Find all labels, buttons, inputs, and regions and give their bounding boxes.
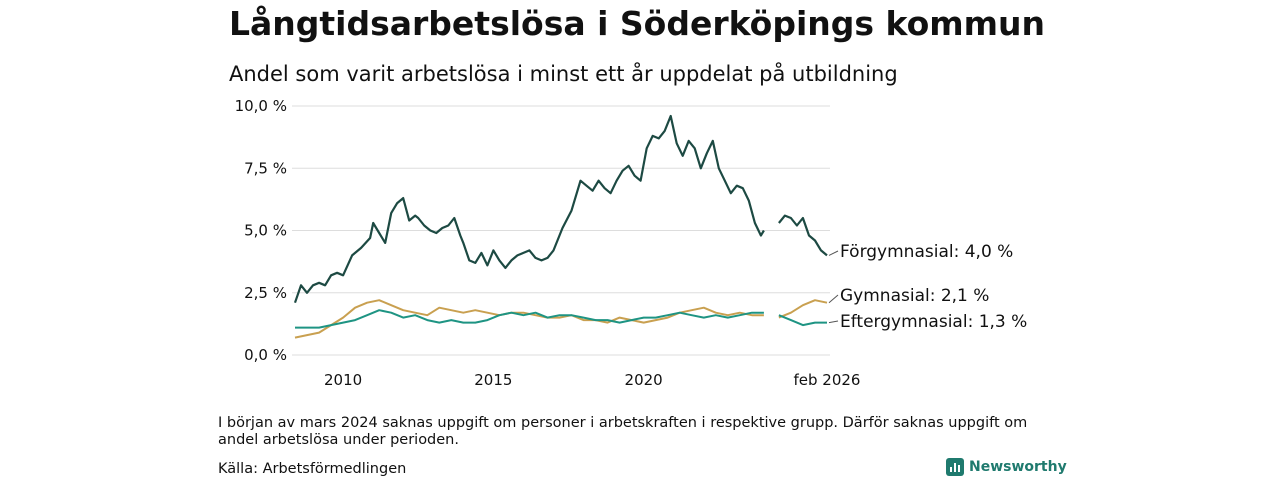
y-tick-label-1: 2,5 % [244, 284, 287, 302]
x-tick-label-0: 2010 [324, 371, 362, 389]
y-tick-label-4: 10,0 % [235, 97, 287, 115]
x-tick-label-3: feb 2026 [794, 371, 861, 389]
newsworthy-logo[interactable]: Newsworthy [946, 458, 1067, 476]
newsworthy-logo-icon [946, 458, 964, 476]
x-axis-tick-labels: 2010 2015 2020 feb 2026 [324, 371, 860, 389]
series-line-gymnasial [295, 300, 827, 337]
series-end-label-förgymnasial: Förgymnasial: 4,0 % [840, 242, 1013, 262]
footnote: I början av mars 2024 saknas uppgift om … [218, 415, 1058, 449]
leader-line-gymnasial [829, 295, 838, 303]
brand-name: Newsworthy [969, 459, 1067, 475]
x-tick-label-1: 2015 [474, 371, 512, 389]
y-tick-label-3: 7,5 % [244, 159, 287, 177]
leader-line-eftergymnasial [829, 321, 838, 323]
series-line-eftergymnasial [295, 310, 827, 327]
line-chart: 0,0 % 2,5 % 5,0 % 7,5 % 10,0 % 2010 2015 2020 f… [0, 0, 1280, 400]
y-tick-label-0: 0,0 % [244, 346, 287, 364]
series-end-labels: Förgymnasial: 4,0 % Gymnasial: 2,1 % Efter… [829, 242, 1027, 332]
x-tick-label-2: 2020 [625, 371, 663, 389]
series-end-label-gymnasial: Gymnasial: 2,1 % [840, 286, 989, 306]
series-lines [295, 116, 827, 338]
source-text: Källa: Arbetsförmedlingen [218, 461, 406, 477]
series-end-label-eftergymnasial: Eftergymnasial: 1,3 % [840, 312, 1027, 332]
y-tick-label-2: 5,0 % [244, 222, 287, 240]
series-line-förgymnasial [295, 116, 827, 303]
y-axis-tick-labels: 0,0 % 2,5 % 5,0 % 7,5 % 10,0 % [235, 97, 287, 364]
leader-line-förgymnasial [829, 251, 838, 255]
